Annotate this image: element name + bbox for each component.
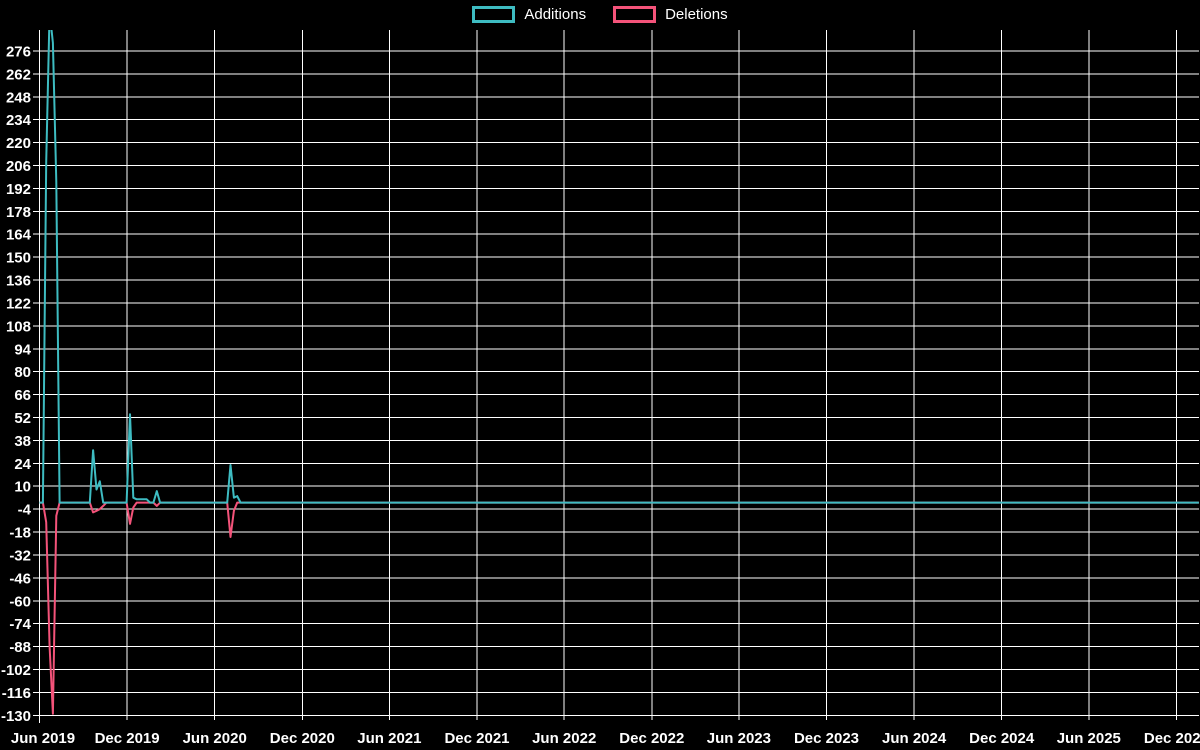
gridlines-vertical (39, 30, 1177, 723)
y-tick-label: 24 (14, 456, 31, 473)
x-tick-label: Jun 2023 (707, 730, 771, 747)
x-tick-label: Dec 2024 (969, 730, 1035, 747)
x-tick-label: Dec 2020 (270, 730, 335, 747)
x-tick-label: Jun 2019 (11, 730, 75, 747)
x-tick-label: Jun 2020 (183, 730, 247, 747)
y-tick-label: -116 (2, 685, 31, 702)
y-tick-label: -130 (1, 708, 31, 725)
deletions-swatch-icon (613, 6, 657, 23)
x-tick-label: Jun 2024 (882, 730, 947, 747)
x-tick-label: Dec 2022 (619, 730, 684, 747)
x-tick-label: Jun 2021 (357, 730, 421, 747)
y-tick-label: 276 (6, 44, 31, 61)
gridlines-horizontal (33, 50, 1199, 716)
y-tick-label: 38 (14, 433, 31, 450)
additions-line (39, 30, 1199, 504)
y-tick-label: 10 (14, 479, 31, 496)
y-tick-label: 66 (14, 387, 31, 404)
x-tick-label: Dec 2019 (95, 730, 160, 747)
y-tick-label: 108 (6, 318, 31, 335)
additions-swatch-icon (472, 6, 516, 23)
x-tick-label: Jun 2022 (532, 730, 596, 747)
legend-item-additions[interactable]: Additions (472, 6, 586, 23)
y-axis-labels: 276 262 248 234 220 206 192 178 164 150 136 122 108 9… (1, 44, 32, 725)
legend-label-additions: Additions (524, 6, 587, 23)
y-tick-label: 52 (14, 410, 31, 427)
x-axis-labels: Jun 2019 Dec 2019 Jun 2020 Dec 2020 Jun 2021… (11, 730, 1200, 747)
y-tick-label: 136 (6, 273, 31, 290)
y-tick-label: -18 (9, 525, 31, 542)
y-tick-label: 80 (14, 364, 31, 381)
y-tick-label: -60 (9, 593, 31, 610)
y-tick-label: 206 (6, 158, 31, 175)
y-tick-label: 220 (6, 135, 31, 152)
y-tick-label: 122 (6, 296, 31, 313)
y-tick-label: 164 (6, 227, 32, 244)
x-tick-label: Dec 2023 (794, 730, 859, 747)
y-tick-label: 262 (6, 66, 31, 83)
y-tick-label: 234 (6, 112, 32, 129)
chart-legend: Additions Deletions (0, 6, 1200, 23)
y-tick-label: -102 (1, 662, 31, 679)
y-tick-label: 94 (14, 341, 31, 358)
y-tick-label: 192 (6, 181, 31, 198)
x-tick-label: Dec 2021 (444, 730, 509, 747)
y-tick-label: 178 (6, 204, 31, 221)
x-tick-label: Dec 2025 (1144, 730, 1200, 747)
legend-item-deletions[interactable]: Deletions (613, 6, 728, 23)
legend-label-deletions: Deletions (665, 6, 728, 23)
y-tick-label: -4 (18, 502, 32, 519)
y-tick-label: -74 (9, 616, 31, 633)
y-tick-label: 248 (6, 89, 31, 106)
y-tick-label: -88 (9, 639, 31, 656)
x-tick-label: Jun 2025 (1057, 730, 1121, 747)
y-tick-label: -46 (9, 570, 31, 587)
y-tick-label: -32 (9, 548, 31, 565)
deletions-line (39, 501, 1199, 715)
y-tick-label: 150 (6, 250, 31, 267)
